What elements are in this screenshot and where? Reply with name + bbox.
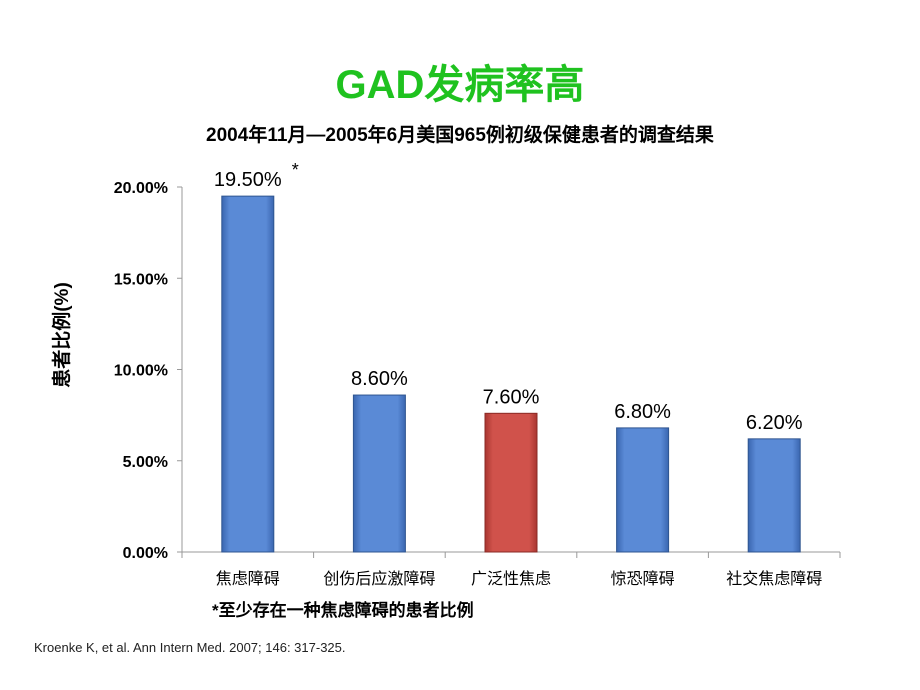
y-tick-label: 15.00% bbox=[114, 271, 168, 288]
y-tick-label: 10.00% bbox=[114, 363, 168, 380]
data-label: 8.60% bbox=[351, 368, 408, 390]
x-tick-label: 广泛性焦虑 bbox=[471, 570, 551, 588]
y-tick-label: 5.00% bbox=[123, 454, 168, 471]
data-label: 6.20% bbox=[746, 412, 803, 434]
y-tick-label: 20.00% bbox=[114, 180, 168, 197]
x-tick-label: 创伤后应激障碍 bbox=[323, 569, 435, 588]
y-tick-label: 0.00% bbox=[123, 545, 168, 562]
bar bbox=[484, 412, 538, 553]
annotation-asterisk: * bbox=[292, 160, 299, 180]
bar bbox=[616, 427, 670, 553]
bar bbox=[352, 394, 406, 553]
data-label: 6.80% bbox=[614, 401, 671, 423]
citation: Kroenke K, et al. Ann Intern Med. 2007; … bbox=[34, 640, 346, 655]
x-tick-label: 社交焦虑障碍 bbox=[726, 570, 822, 588]
chart-subtitle: 2004年11月—2005年6月美国965例初级保健患者的调查结果 bbox=[206, 125, 714, 146]
data-label: 19.50% bbox=[214, 169, 282, 191]
bar bbox=[747, 438, 801, 553]
bar bbox=[221, 195, 275, 553]
page-title: GAD发病率高 bbox=[335, 63, 585, 107]
x-tick-label: 惊恐障碍 bbox=[611, 570, 675, 588]
footnote: *至少存在一种焦虑障碍的患者比例 bbox=[212, 601, 474, 620]
y-axis-label: 患者比例(%) bbox=[50, 282, 73, 388]
data-label: 7.60% bbox=[483, 386, 540, 408]
x-tick-label: 焦虑障碍 bbox=[216, 570, 280, 588]
